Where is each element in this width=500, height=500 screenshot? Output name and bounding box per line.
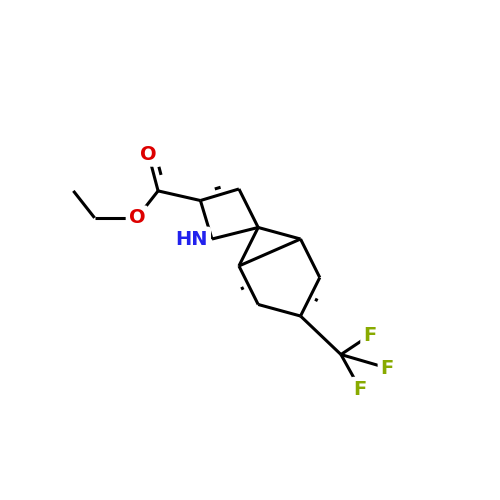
Text: O: O <box>128 208 145 228</box>
Text: F: F <box>363 326 376 345</box>
Text: F: F <box>380 358 394 378</box>
Text: HN: HN <box>176 230 208 248</box>
Text: F: F <box>354 380 367 398</box>
Text: O: O <box>140 145 157 164</box>
